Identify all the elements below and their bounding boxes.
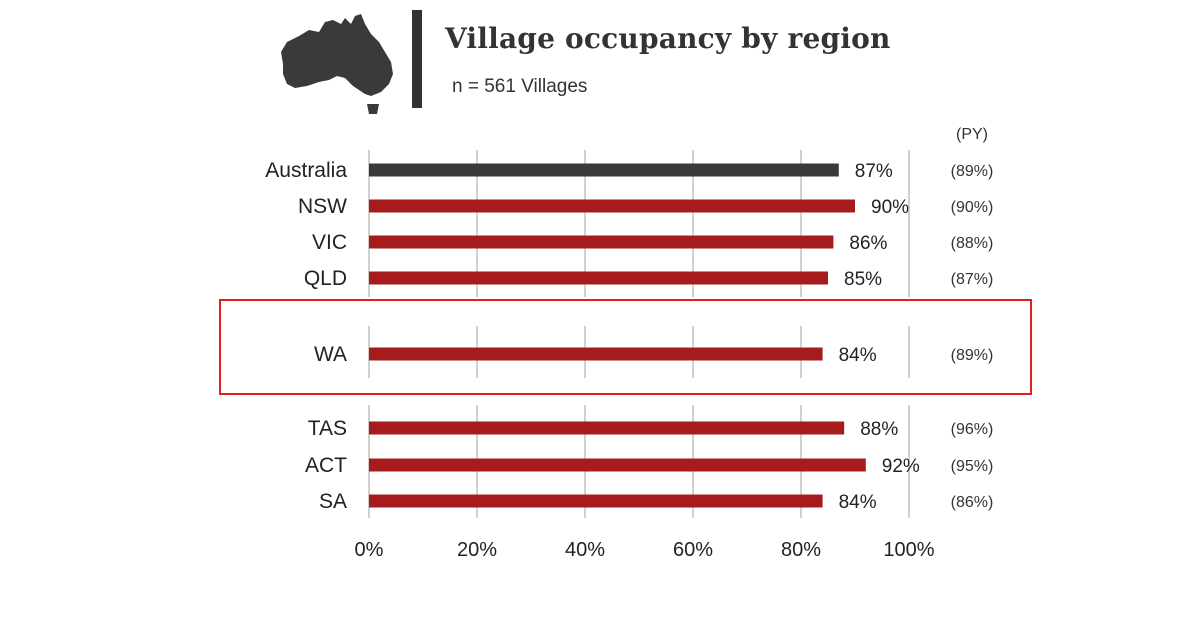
prior-year-label: (87%) [951, 271, 994, 288]
x-tick-label: 0% [355, 539, 384, 561]
category-label: TAS [308, 417, 347, 440]
prior-year-label: (96%) [951, 421, 994, 438]
value-label: 84% [839, 345, 877, 366]
bar [369, 347, 823, 361]
x-tick-label: 40% [565, 539, 605, 561]
prior-year-label: (89%) [951, 163, 994, 180]
value-label: 87% [855, 161, 893, 182]
bar [369, 163, 839, 177]
value-label: 92% [882, 456, 920, 477]
wa-highlight-box [219, 299, 1032, 395]
value-label: 90% [871, 197, 909, 218]
value-label: 88% [860, 419, 898, 440]
category-label: ACT [305, 454, 347, 477]
australia-map-icon [281, 14, 393, 114]
prior-year-label: (86%) [951, 494, 994, 511]
prior-year-label: (95%) [951, 458, 994, 475]
x-tick-label: 20% [457, 539, 497, 561]
category-label: Australia [265, 159, 347, 182]
x-tick-label: 60% [673, 539, 713, 561]
category-label: WA [314, 343, 347, 366]
prior-year-label: (89%) [951, 347, 994, 364]
bar [369, 199, 855, 213]
bar [369, 271, 828, 285]
value-label: 86% [849, 233, 887, 254]
prior-year-header: (PY) [956, 126, 988, 143]
category-label: QLD [304, 267, 347, 290]
category-label: VIC [312, 231, 347, 254]
prior-year-label: (88%) [951, 235, 994, 252]
chart-title: Village occupancy by region [445, 22, 891, 55]
prior-year-label: (90%) [951, 199, 994, 216]
chart-subtitle: n = 561 Villages [452, 76, 588, 97]
value-label: 84% [839, 492, 877, 513]
bar [369, 421, 845, 435]
x-tick-label: 100% [883, 539, 934, 561]
category-label: NSW [298, 195, 347, 218]
category-label: SA [319, 490, 347, 513]
bar [369, 235, 834, 249]
bar [369, 494, 823, 508]
title-divider [412, 10, 422, 108]
value-label: 85% [844, 269, 882, 290]
bar [369, 458, 866, 472]
x-tick-label: 80% [781, 539, 821, 561]
